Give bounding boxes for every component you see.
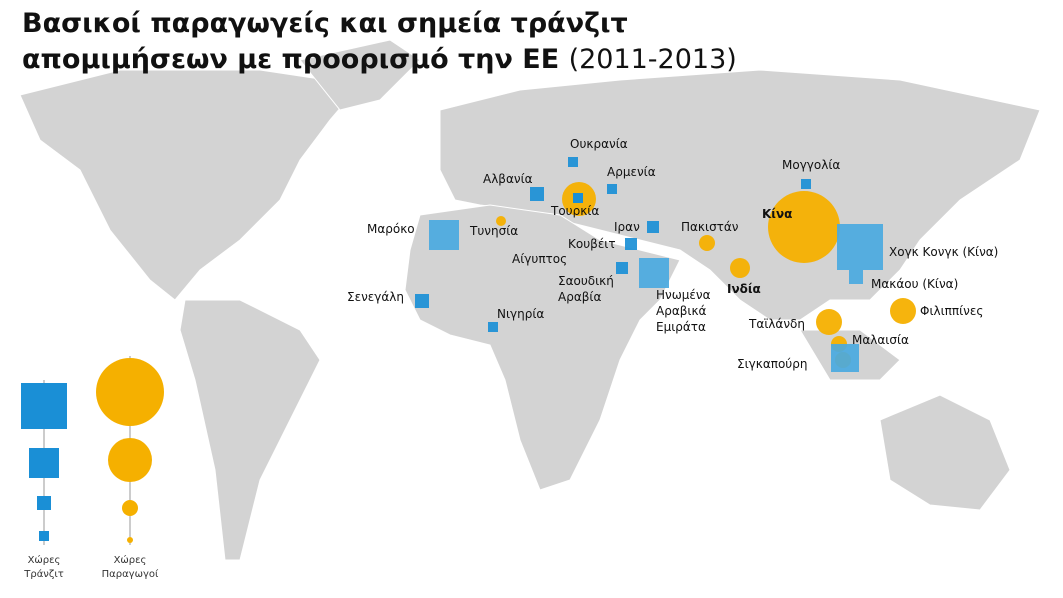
country-label: Αλβανία (483, 172, 533, 186)
transit-marker (568, 157, 578, 167)
country-label: Πακιστάν (681, 220, 739, 234)
transit-marker (639, 258, 669, 288)
producer-marker (730, 258, 750, 278)
country-label: Κίνα (762, 207, 792, 221)
legend-square (37, 496, 51, 510)
country-label: Ηνωμένα (656, 288, 711, 302)
legend-label: Τράνζιτ (23, 568, 63, 580)
title-years: (2011-2013) (569, 44, 737, 75)
country-label: Μαρόκο (367, 222, 415, 236)
legend-square (39, 531, 49, 541)
country-label: Αραβικά (656, 304, 707, 318)
transit-marker (801, 179, 811, 189)
legend-circle (122, 500, 138, 516)
transit-marker (530, 187, 544, 201)
continents (19, 39, 1041, 561)
country-label: Χογκ Κονγκ (Κίνα) (889, 245, 998, 259)
transit-marker (616, 262, 628, 274)
country-label: Σιγκαπούρη (737, 357, 807, 371)
country-label: Μαλαισία (852, 333, 909, 347)
legend-circle (127, 537, 133, 543)
producer-marker (699, 235, 715, 251)
producer-marker (890, 298, 916, 324)
legend-label: Χώρες (114, 554, 147, 566)
country-label: Τουρκία (550, 204, 599, 218)
transit-marker (607, 184, 617, 194)
country-label: Αρμενία (607, 165, 656, 179)
producer-marker (816, 309, 842, 335)
country-label: Εμιράτα (656, 320, 706, 334)
country-label: Μακάου (Κίνα) (871, 277, 958, 291)
transit-marker (647, 221, 659, 233)
transit-marker (625, 238, 637, 250)
transit-marker (573, 193, 583, 203)
country-label: Μογγολία (782, 158, 840, 172)
title: απομιμήσεων με προορισμό την ΕΕ (2011-20… (22, 44, 737, 75)
country-label: Ταϊλάνδη (748, 317, 805, 331)
country-label: Σαουδική (558, 274, 614, 288)
producer-marker (768, 191, 840, 263)
transit-marker (831, 344, 859, 372)
transit-marker (849, 270, 863, 284)
labels: Ουκρανία Αρμενία Αλβανία Τουρκία Ιραν Πακιστά… (347, 137, 998, 371)
country-label: Αραβία (558, 290, 601, 304)
transit-marker (488, 322, 498, 332)
country-label: Φιλιππίνες (920, 304, 983, 318)
country-label: Αίγυπτος (512, 252, 567, 266)
country-label: Τυνησία (469, 224, 518, 238)
legend-square (29, 448, 59, 478)
legend-label: Παραγωγοί (102, 568, 159, 580)
legend-circle (96, 358, 164, 426)
legend-label: Χώρες (28, 554, 61, 566)
country-label: Ινδία (727, 282, 761, 296)
transit-marker (837, 224, 883, 270)
transit-marker (429, 220, 459, 250)
legend-square (21, 383, 67, 429)
markers (415, 157, 916, 372)
legend-circle (108, 438, 152, 482)
country-label: Σενεγάλη (347, 290, 404, 304)
country-label: Ουκρανία (570, 137, 628, 151)
country-label: Κουβέιτ (568, 237, 616, 251)
producer-marker (496, 216, 506, 226)
title: Βασικοί παραγωγείς και σημεία τράνζιτ (22, 8, 628, 39)
country-label: Νιγηρία (497, 307, 544, 321)
legend: Χώρες Τράνζιτ Χώρες Παραγωγοί (21, 356, 164, 580)
title-text: απομιμήσεων με προορισμό την ΕΕ (22, 44, 559, 75)
country-label: Ιραν (614, 220, 640, 234)
transit-marker (415, 294, 429, 308)
